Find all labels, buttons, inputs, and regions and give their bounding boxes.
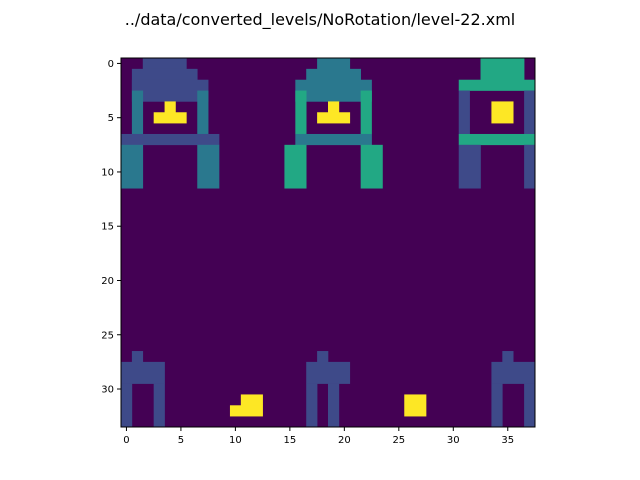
heatmap-cell-block-26 xyxy=(458,144,481,189)
x-tick-label: 0 xyxy=(123,435,129,446)
heatmap-cells xyxy=(121,58,536,428)
x-tick-label: 20 xyxy=(338,435,351,446)
heatmap-cell-block-32 xyxy=(317,351,329,363)
heatmap-cell-block-17 xyxy=(295,133,372,146)
heatmap-cell-block-36 xyxy=(502,351,514,363)
heatmap-cell-block-8 xyxy=(121,144,144,189)
heatmap-cell-block-24 xyxy=(491,101,514,124)
y-tick-label: 30 xyxy=(101,385,114,396)
heatmap-cell-block-37 xyxy=(491,361,536,384)
heatmap-cell-block-29 xyxy=(121,361,165,384)
x-axis: 0 5 10 15 20 25 30 35 xyxy=(123,427,514,446)
heatmap-cell-block-31 xyxy=(153,383,165,428)
heatmap-cell-block-3 xyxy=(131,90,144,135)
heatmap-cell-block-12 xyxy=(295,79,372,102)
y-tick-label: 15 xyxy=(101,222,114,233)
heatmap-cell-block-7 xyxy=(121,133,220,146)
x-tick-label: 15 xyxy=(284,435,297,446)
heatmap-cell-block-5 xyxy=(164,101,176,113)
y-tick-label: 0 xyxy=(108,59,114,70)
heatmap-cell-block-14 xyxy=(360,90,372,135)
heatmap-cell-block-27 xyxy=(524,144,536,189)
heatmap-cell-block-18 xyxy=(284,144,307,189)
x-tick-label: 5 xyxy=(178,435,184,446)
heatmap-cell-block-4 xyxy=(197,90,209,135)
heatmap-cell-block-2 xyxy=(131,79,209,102)
heatmap-cell-block-34 xyxy=(306,383,318,428)
chart-title: ../data/converted_levels/NoRotation/leve… xyxy=(125,10,515,30)
heatmap-cell-block-25 xyxy=(458,133,536,146)
heatmap-cell-block-33 xyxy=(306,361,351,384)
heatmap-cell-block-13 xyxy=(295,90,307,135)
heatmap-cell-block-39 xyxy=(524,383,536,428)
heatmap-cell-block-28 xyxy=(131,351,144,363)
plot-area xyxy=(120,57,536,428)
y-tick-label: 20 xyxy=(101,276,114,287)
plot-frame xyxy=(120,57,536,428)
heatmap-cell-block-30 xyxy=(121,383,133,428)
y-tick-label: 10 xyxy=(101,167,114,178)
heatmap-cell-block-21 xyxy=(458,79,536,91)
heatmap-cell-block-35 xyxy=(328,383,340,428)
heatmap-cell-block-40 xyxy=(240,394,263,406)
x-tick-label: 35 xyxy=(501,435,514,446)
heatmap-cell-block-9 xyxy=(197,144,220,189)
x-tick-label: 30 xyxy=(447,435,460,446)
y-tick-label: 5 xyxy=(108,113,114,124)
x-tick-label: 25 xyxy=(392,435,405,446)
heatmap-cell-block-23 xyxy=(524,90,536,135)
heatmap-cell-block-22 xyxy=(458,90,470,135)
heatmap-cell-block-38 xyxy=(491,383,503,428)
heatmap-cell-block-19 xyxy=(360,144,383,189)
y-axis: 0 5 10 15 20 25 30 xyxy=(101,59,121,396)
y-tick-label: 25 xyxy=(101,330,114,341)
heatmap-cell-block-15 xyxy=(328,101,340,113)
heatmap-cell-block-20 xyxy=(480,58,525,81)
x-tick-label: 10 xyxy=(229,435,242,446)
heatmap-cell-block-6 xyxy=(153,112,187,124)
heatmap-cell-block-41 xyxy=(229,405,263,417)
heatmap-cell-block-42 xyxy=(404,394,427,417)
heatmap-cell-block-16 xyxy=(317,112,351,124)
